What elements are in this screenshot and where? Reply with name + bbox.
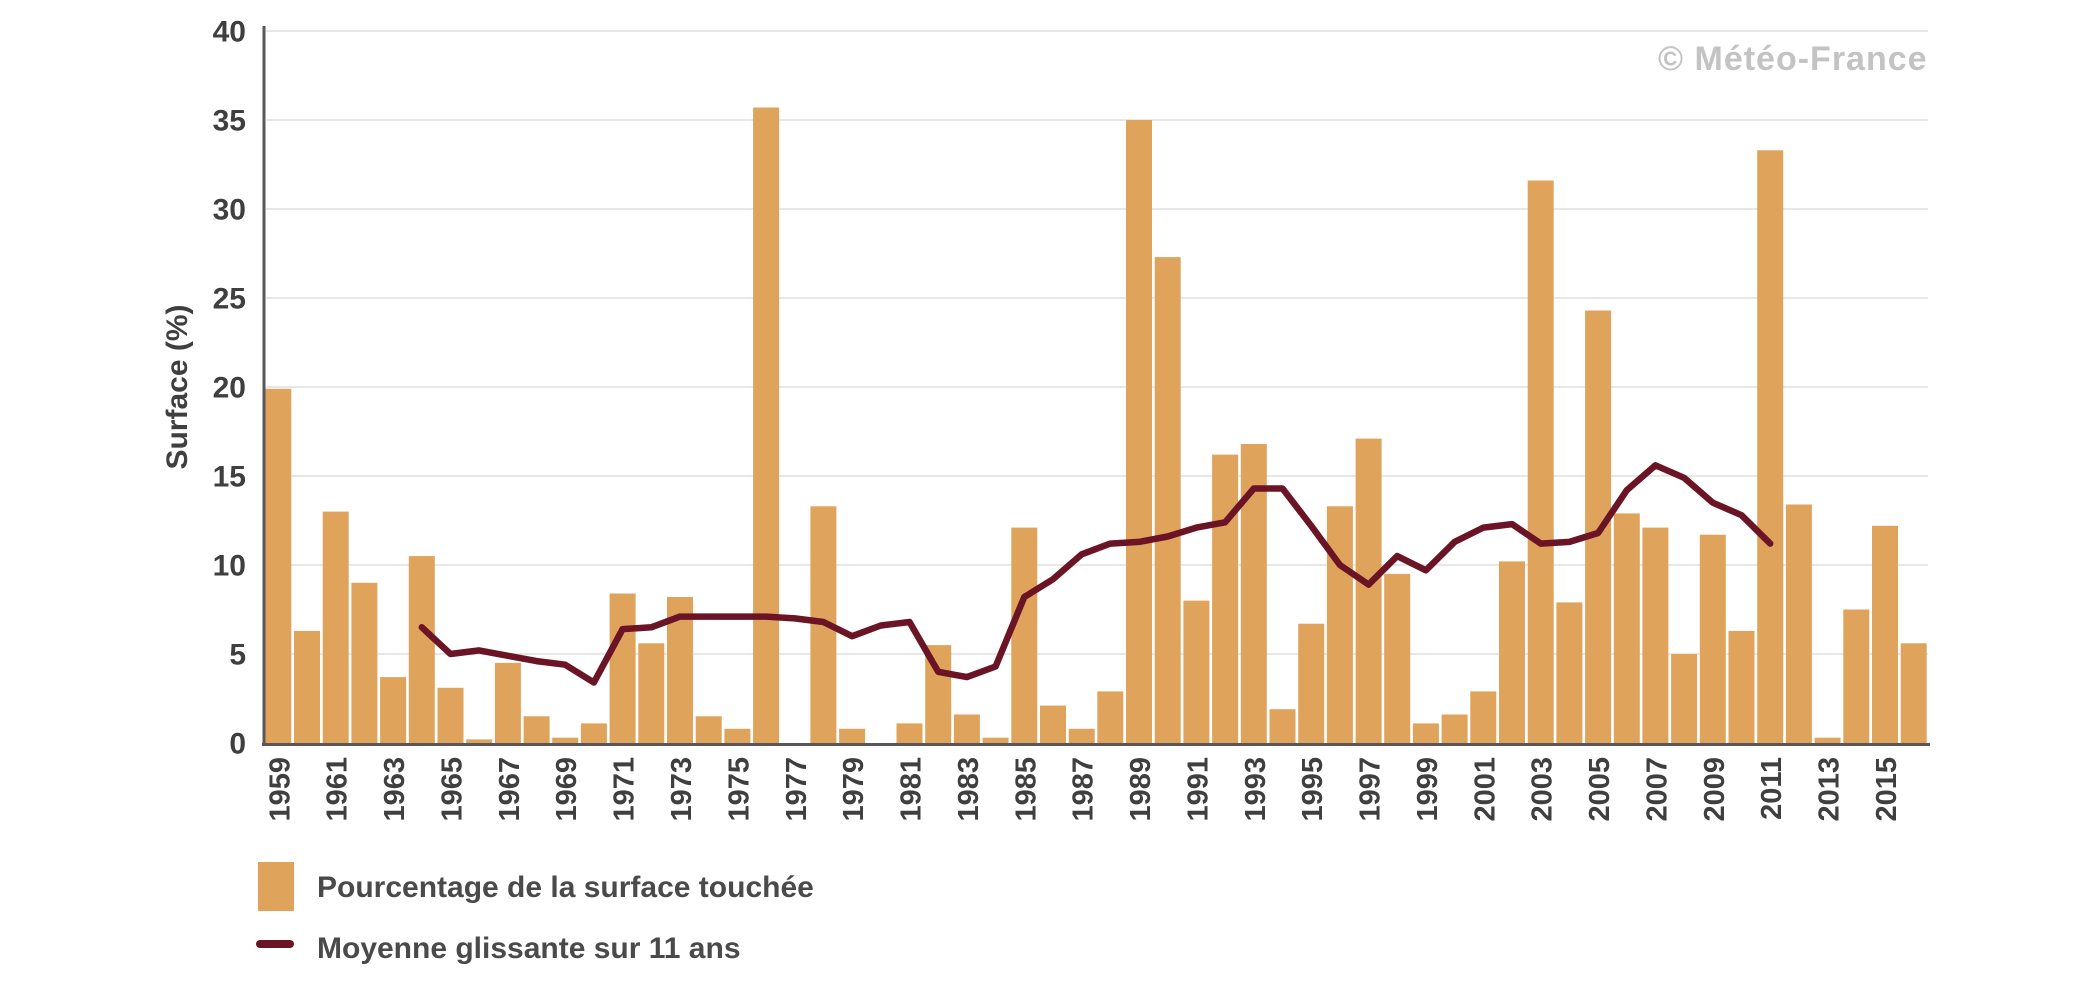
y-tick-label: 5 [229,639,246,672]
bar-1989 [1126,120,1152,743]
bar-1975 [724,728,751,743]
bar-1984 [982,737,1009,743]
x-tick-label: 1977 [781,757,813,822]
y-tick-label: 20 [213,372,246,405]
moving-average-line [418,462,1774,686]
bar-1961 [322,511,349,743]
y-tick-label: 35 [213,105,246,138]
y-tick-label: 0 [229,728,246,761]
bar-1967 [494,662,521,743]
x-tick-label: 1969 [551,757,583,822]
x-tick-label: 1989 [1125,757,1157,822]
bar-1988 [1097,691,1124,743]
x-tick-label: 2013 [1814,757,1846,822]
bar-2002 [1499,561,1525,743]
bar-2005 [1585,310,1612,743]
bar-1994 [1269,709,1296,743]
bar-1985 [1011,527,1038,743]
x-tick-label: 1987 [1068,757,1100,822]
bar-2001 [1470,691,1497,743]
x-tick-label: 1975 [723,757,755,822]
bar-1987 [1068,728,1095,743]
x-tick-label: 2007 [1641,757,1673,822]
x-tick-label: 1997 [1355,757,1387,822]
bar-2009 [1699,534,1726,743]
x-tick-label: 2015 [1871,757,1903,822]
x-tick-label: 1991 [1182,757,1214,822]
bar-1998 [1384,573,1411,743]
bar-2011 [1757,150,1784,744]
bar-1962 [351,582,378,743]
bar-1971 [609,593,636,743]
bar-2000 [1441,714,1468,743]
x-tick-label: 1961 [322,757,354,822]
bar-2015 [1872,525,1898,743]
x-tick-label: 1967 [494,757,526,822]
x-tick-label: 1959 [264,757,296,822]
x-tick-label: 1965 [437,757,469,822]
bar-1960 [294,630,320,743]
bar-1996 [1326,506,1353,743]
bar-1965 [437,687,464,743]
bar-2012 [1785,504,1812,743]
bar-2007 [1642,527,1669,743]
bar-2013 [1814,737,1841,743]
x-tick-label: 1973 [666,757,698,822]
bar-2006 [1613,513,1640,743]
bar-1968 [523,716,550,743]
bar-1959 [265,388,292,743]
y-tick-label: 40 [213,16,246,49]
bar-2016 [1900,643,1927,743]
y-tick-label: 10 [213,550,246,583]
bar-1983 [953,714,980,743]
bar-1981 [896,723,923,743]
bar-1972 [638,643,665,743]
x-tick-label: 2011 [1756,757,1788,820]
x-tick-label: 1979 [838,757,870,822]
y-tick-label: 15 [213,461,246,494]
bar-1964 [408,556,435,743]
x-tick-label: 1983 [953,757,985,822]
x-tick-label: 1999 [1412,757,1444,822]
y-tick-label: 30 [213,194,246,227]
bar-1995 [1298,623,1325,743]
x-tick-label: 1993 [1240,757,1272,822]
x-tick-label: 2003 [1527,757,1559,822]
x-tick-label: 2005 [1584,757,1616,822]
x-tick-label: 2001 [1469,757,1501,822]
bar-1966 [466,739,493,743]
bar-1979 [839,728,866,743]
bar-1963 [380,677,407,743]
bar-1997 [1355,438,1382,743]
x-tick-label: 1981 [896,757,928,822]
bar-1986 [1040,705,1066,743]
bar-1974 [695,716,722,743]
x-tick-label: 1985 [1010,757,1042,822]
bar-2010 [1728,630,1755,743]
y-axis-title: Surface (%) [161,304,194,470]
bar-1999 [1412,723,1439,743]
bar-2008 [1671,654,1698,743]
bar-1992 [1212,454,1239,743]
bar-1991 [1183,600,1210,743]
bar-1976 [753,107,780,743]
x-tick-label: 1963 [379,757,411,822]
x-tick-label: 2009 [1699,757,1731,822]
watermark-copyright: © Météo-France [1658,40,1928,78]
bar-1970 [580,723,607,743]
x-tick-label: 1995 [1297,757,1329,822]
bar-2003 [1527,180,1554,743]
y-tick-label: 25 [213,283,246,316]
bar-2014 [1843,609,1870,743]
bar-1990 [1154,257,1181,743]
bar-1969 [552,737,579,743]
bar-2004 [1556,602,1583,743]
x-tick-label: 1971 [609,757,641,822]
